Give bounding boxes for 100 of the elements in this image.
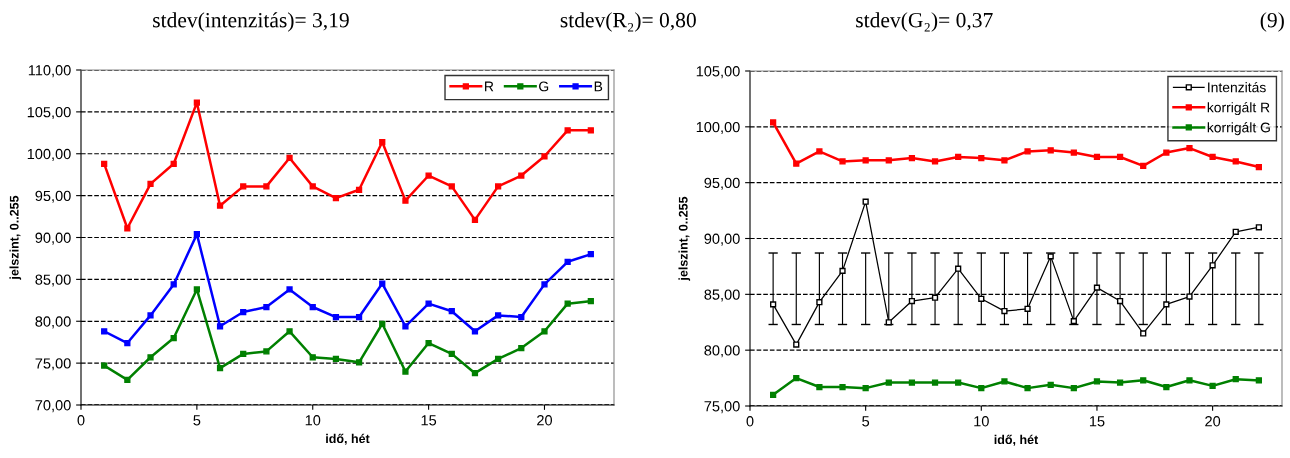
point xyxy=(379,280,386,287)
point xyxy=(978,295,985,302)
point xyxy=(379,138,386,146)
y-tick-label: 75,00 xyxy=(704,401,740,414)
point xyxy=(193,286,200,293)
point xyxy=(518,172,525,179)
y-tick-label: 70,00 xyxy=(35,400,71,413)
point xyxy=(495,312,502,319)
y-tick-label: 105,00 xyxy=(696,66,740,79)
point xyxy=(101,160,108,167)
point xyxy=(448,308,455,315)
point xyxy=(355,359,363,366)
legend-label: korrigált G xyxy=(1207,122,1270,136)
point xyxy=(1232,228,1239,235)
point xyxy=(170,281,177,288)
point xyxy=(495,183,502,190)
point xyxy=(1024,148,1031,155)
x-axis-title: idő, hét xyxy=(994,434,1039,446)
point xyxy=(1024,385,1031,392)
point xyxy=(862,385,869,392)
point xyxy=(564,127,571,134)
point xyxy=(1232,376,1239,383)
x-tick-label: 15 xyxy=(421,415,437,426)
point xyxy=(862,157,869,164)
point xyxy=(541,328,548,335)
point xyxy=(955,265,962,272)
point xyxy=(309,354,316,361)
point xyxy=(770,301,777,308)
point xyxy=(1140,377,1147,384)
point xyxy=(793,341,800,348)
point xyxy=(332,195,340,202)
point xyxy=(448,183,455,190)
point xyxy=(1024,305,1031,312)
y-tick-label: 100,00 xyxy=(696,121,740,134)
point xyxy=(955,379,962,386)
point xyxy=(402,197,409,204)
point xyxy=(240,183,247,190)
point xyxy=(147,312,154,319)
point xyxy=(1255,163,1262,171)
point xyxy=(1163,301,1170,308)
text: (9) xyxy=(1260,12,1284,32)
point xyxy=(216,202,224,209)
x-tick-label: 5 xyxy=(193,415,201,426)
point xyxy=(816,383,823,391)
point xyxy=(101,328,108,335)
point xyxy=(402,368,409,375)
point xyxy=(931,379,939,386)
y-tick-label: 100,00 xyxy=(27,148,71,161)
point xyxy=(1070,385,1077,392)
point xyxy=(263,348,270,355)
x-tick-label: 0 xyxy=(77,415,85,426)
point xyxy=(908,154,916,162)
y-tick-label: 95,00 xyxy=(35,190,71,203)
point xyxy=(448,350,455,358)
point xyxy=(1116,297,1124,305)
point xyxy=(124,376,131,384)
point xyxy=(1255,224,1262,231)
point xyxy=(1209,262,1216,269)
text: stdev(intenzitás)= 3,19 xyxy=(153,12,349,32)
y-tick-label: 85,00 xyxy=(35,274,71,287)
x-tick-label: 10 xyxy=(974,416,989,427)
point xyxy=(425,339,432,347)
point xyxy=(193,99,200,106)
legend-label: R xyxy=(485,81,494,92)
text: stdev(R₂)= 0,80 xyxy=(560,12,696,32)
point xyxy=(1047,147,1054,154)
y-tick-label: 80,00 xyxy=(704,345,740,358)
point xyxy=(471,216,479,224)
y-tick-label: 75,00 xyxy=(35,358,71,371)
point xyxy=(908,297,916,305)
point xyxy=(839,267,846,275)
x-tick-label: 20 xyxy=(537,415,553,426)
point xyxy=(495,355,502,363)
y-tick-label: 90,00 xyxy=(704,233,740,246)
legend-label: Intenzitás xyxy=(1208,81,1266,93)
point xyxy=(816,148,823,155)
point xyxy=(263,303,270,311)
point xyxy=(587,251,594,258)
x-tick-label: 15 xyxy=(1089,416,1105,427)
y-tick-label: 90,00 xyxy=(35,232,71,245)
point xyxy=(1093,153,1101,161)
y-axis-title: jelszint, 0..255 xyxy=(678,196,691,281)
point xyxy=(425,172,432,179)
y-tick-label: 110,00 xyxy=(28,65,71,78)
point xyxy=(170,334,177,342)
point xyxy=(193,231,200,238)
point xyxy=(1186,293,1193,300)
point xyxy=(1093,284,1101,291)
point xyxy=(978,154,985,162)
point xyxy=(1232,158,1239,165)
point xyxy=(240,308,247,316)
y-tick-label: 105,00 xyxy=(27,106,71,120)
point xyxy=(1140,330,1147,337)
point xyxy=(564,300,571,307)
point xyxy=(1163,383,1170,391)
point xyxy=(355,313,363,321)
point xyxy=(471,370,479,377)
point xyxy=(170,160,177,167)
point xyxy=(931,158,939,165)
point xyxy=(541,281,548,288)
